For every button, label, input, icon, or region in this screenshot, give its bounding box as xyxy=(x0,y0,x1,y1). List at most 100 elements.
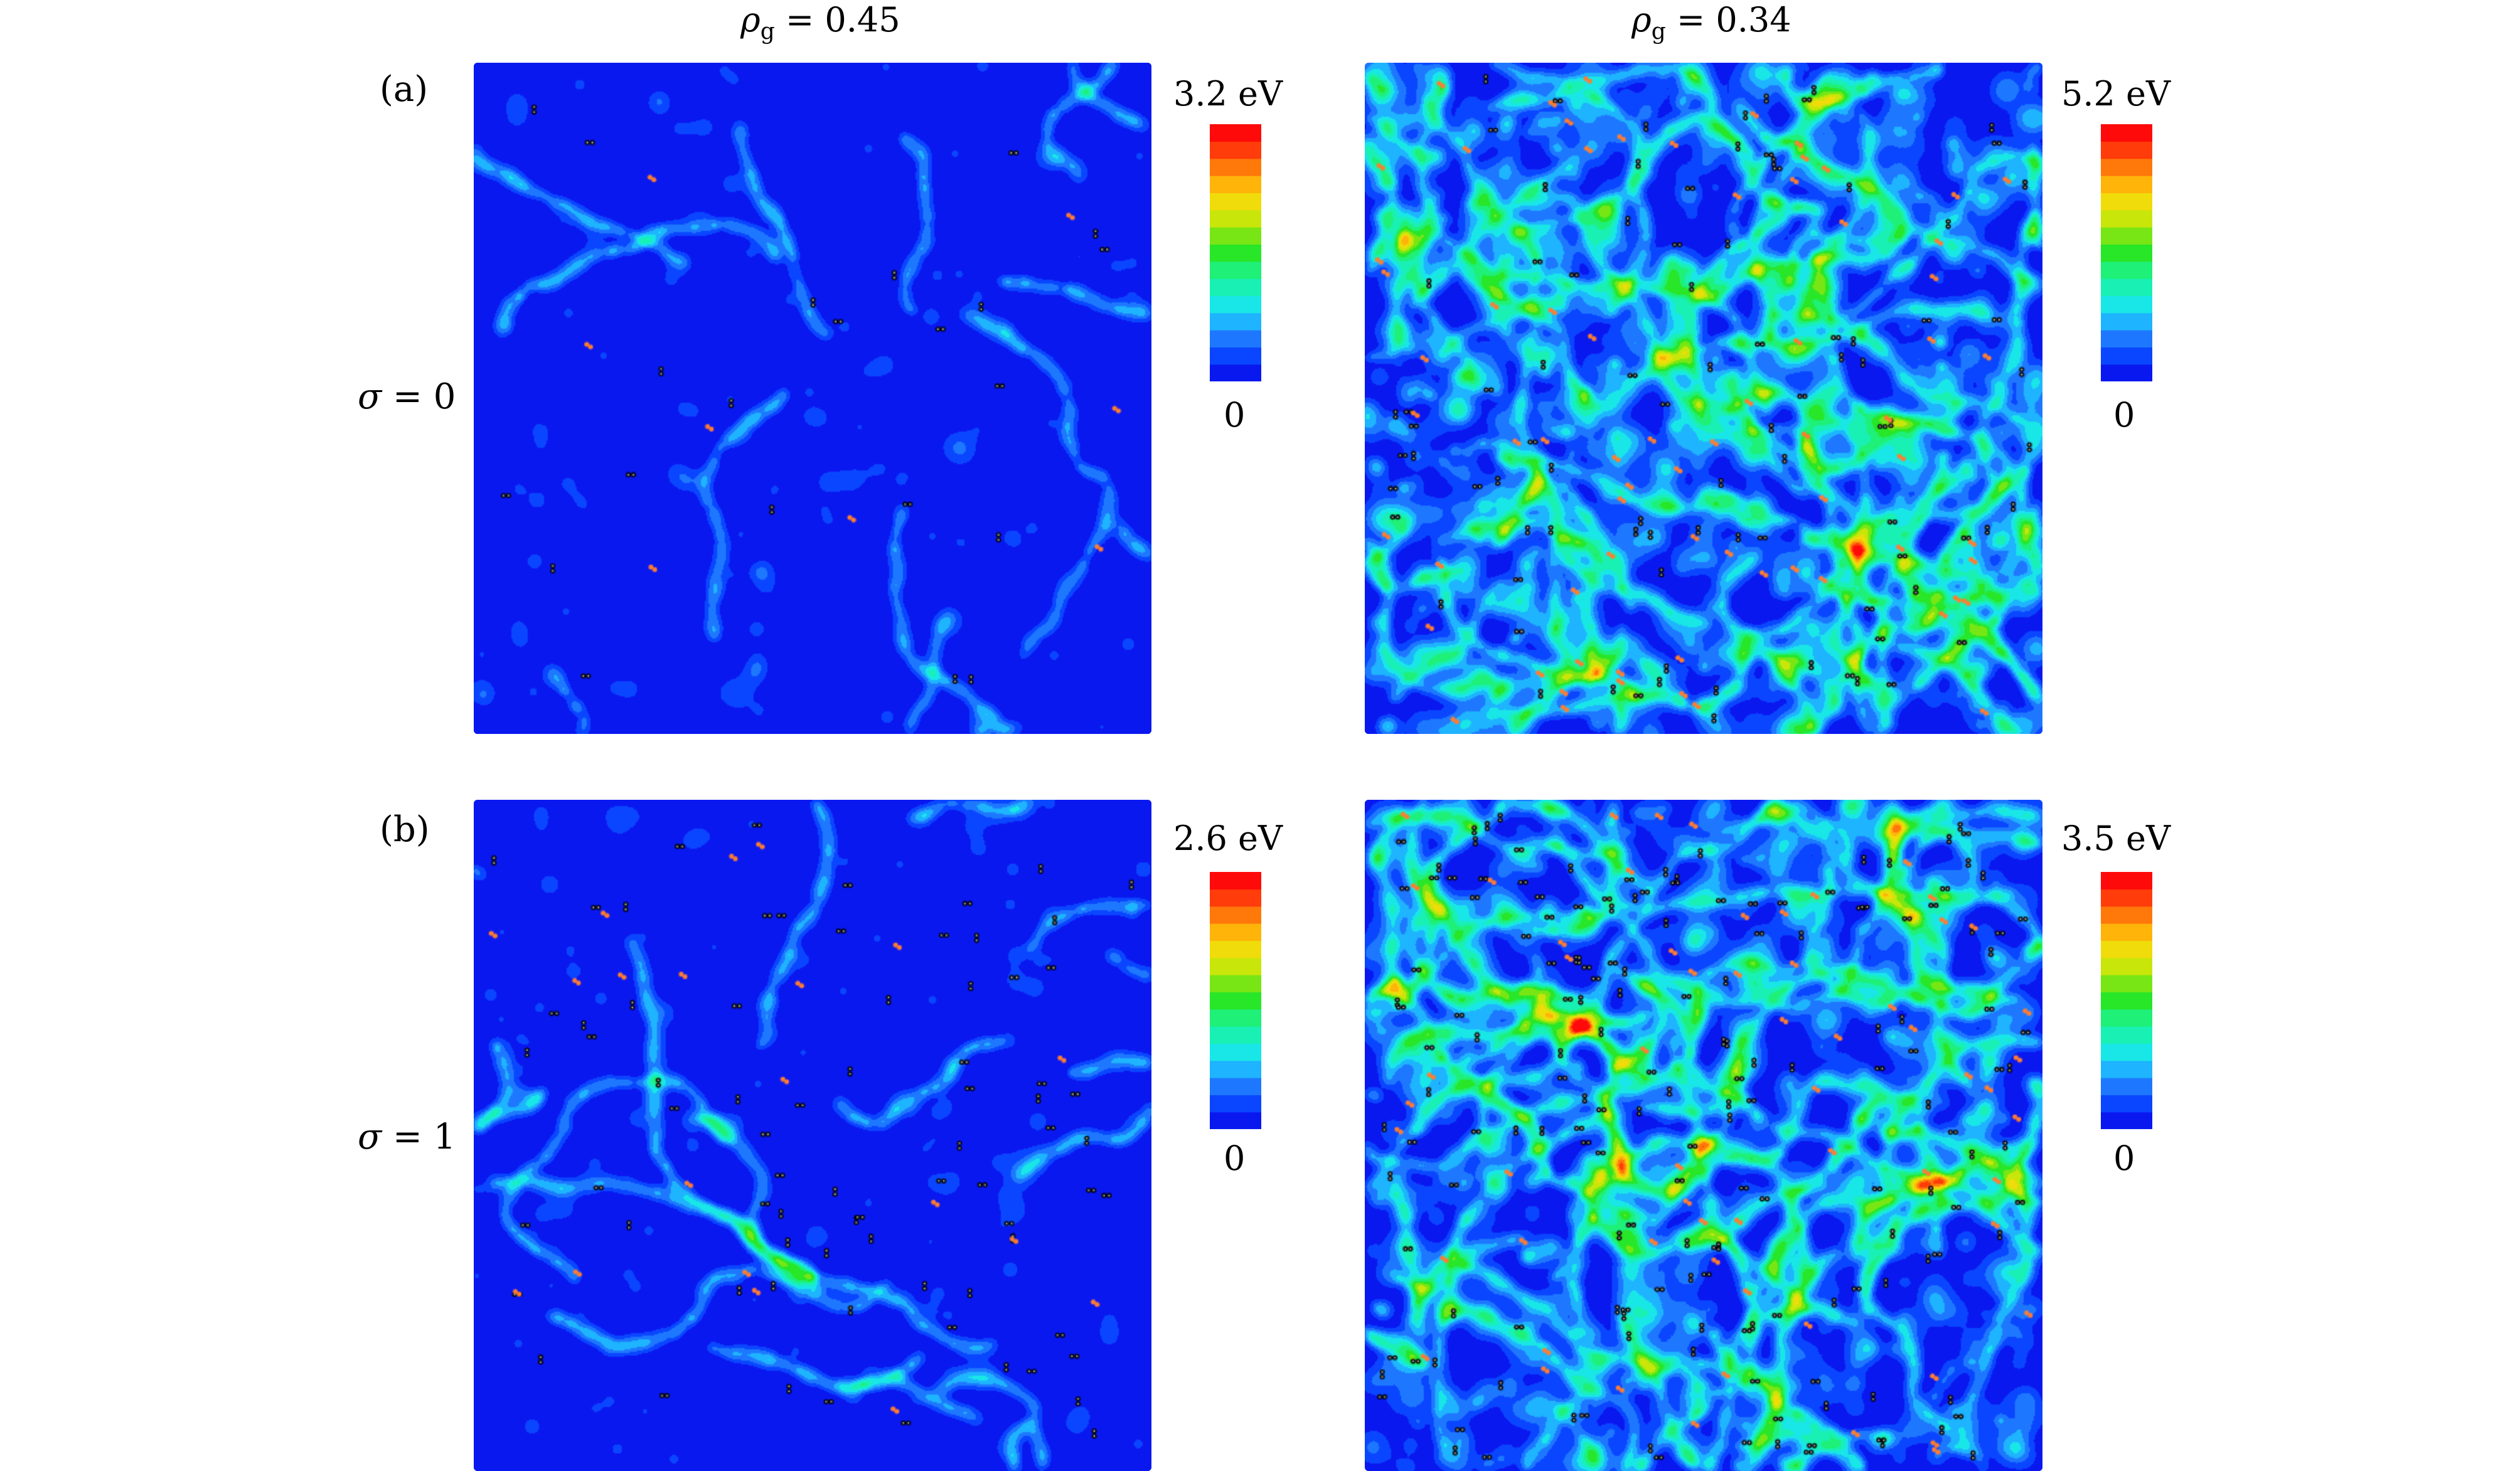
sigma-value: 1 xyxy=(433,1117,456,1157)
colorbar-min-label: 0 xyxy=(2113,1139,2135,1178)
colorbar-max-label: 2.6 eV xyxy=(1173,819,1283,858)
colorbar-step xyxy=(1210,347,1261,365)
colorbar-step xyxy=(1210,923,1261,941)
colorbar-step xyxy=(1210,124,1261,142)
colorbar-step xyxy=(1210,906,1261,924)
colorbar-step xyxy=(1210,364,1261,381)
colorbar-step xyxy=(1210,176,1261,193)
colorbar-step xyxy=(1210,1009,1261,1027)
colorbar-step xyxy=(2101,992,2152,1010)
column-title-left: ρg = 0.45 xyxy=(740,0,900,45)
colorbar-step xyxy=(1210,227,1261,245)
rho-symbol: ρ xyxy=(1631,0,1652,40)
colorbar-step xyxy=(2101,261,2152,279)
colorbar-step xyxy=(2101,295,2152,314)
colorbar-step xyxy=(2101,1043,2152,1061)
colorbar-step xyxy=(1210,957,1261,975)
colorbar-step xyxy=(1210,1112,1261,1129)
colorbar-step xyxy=(2101,1095,2152,1113)
colorbar-step xyxy=(1210,210,1261,228)
energy-map-canvas xyxy=(474,63,1151,734)
colorbar-step xyxy=(2101,244,2152,262)
colorbar-step xyxy=(2101,1060,2152,1078)
energy-map-panel-b-left xyxy=(474,800,1151,1471)
colorbar-step xyxy=(2101,889,2152,907)
colorbar-max-label: 5.2 eV xyxy=(2061,74,2170,114)
panel-label-b: (b) xyxy=(380,809,430,850)
colorbar-step xyxy=(1210,1026,1261,1044)
equals-sign: = xyxy=(382,376,434,417)
colorbar-step xyxy=(1210,158,1261,176)
colorbar-step xyxy=(2101,872,2152,890)
colorbar-step xyxy=(1210,889,1261,907)
colorbar-step xyxy=(2101,364,2152,381)
colorbar-step xyxy=(1210,141,1261,159)
equals-sign: = xyxy=(1665,0,1716,40)
colorbar-step xyxy=(2101,227,2152,245)
colorbar-b-left xyxy=(1210,872,1261,1129)
colorbar-step xyxy=(2101,1112,2152,1129)
rho-symbol: ρ xyxy=(740,0,761,40)
colorbar-step xyxy=(2101,940,2152,959)
colorbar-step xyxy=(2101,176,2152,193)
rho-value: 0.34 xyxy=(1716,0,1791,40)
rho-subscript: g xyxy=(1651,18,1666,45)
colorbar-step xyxy=(2101,1009,2152,1027)
colorbar-b-right xyxy=(2101,872,2152,1129)
colorbar-min-label: 0 xyxy=(2113,395,2135,435)
colorbar-step xyxy=(2101,906,2152,924)
colorbar-step xyxy=(1210,244,1261,262)
sigma-value: 0 xyxy=(433,376,456,417)
colorbar-step xyxy=(2101,279,2152,296)
colorbar-a-left xyxy=(1210,124,1261,381)
energy-map-canvas xyxy=(474,800,1151,1471)
colorbar-step xyxy=(2101,957,2152,975)
colorbar-a-right xyxy=(2101,124,2152,381)
colorbar-step xyxy=(1210,992,1261,1010)
energy-map-panel-b-right xyxy=(1365,800,2042,1471)
colorbar-step xyxy=(2101,312,2152,331)
colorbar-step xyxy=(2101,1026,2152,1044)
energy-map-canvas xyxy=(1365,63,2042,734)
rho-subscript: g xyxy=(760,18,775,45)
sigma-symbol: σ xyxy=(358,1117,382,1157)
colorbar-step xyxy=(1210,261,1261,279)
colorbar-step xyxy=(2101,193,2152,211)
colorbar-step xyxy=(2101,330,2152,348)
colorbar-step xyxy=(1210,330,1261,348)
colorbar-step xyxy=(2101,210,2152,228)
colorbar-step xyxy=(1210,975,1261,992)
row-label-top: σ = 0 xyxy=(358,376,456,417)
colorbar-step xyxy=(1210,295,1261,314)
colorbar-step xyxy=(2101,347,2152,365)
colorbar-step xyxy=(1210,279,1261,296)
colorbar-step xyxy=(1210,1060,1261,1078)
colorbar-step xyxy=(2101,1078,2152,1095)
colorbar-step xyxy=(2101,158,2152,176)
colorbar-step xyxy=(1210,1043,1261,1061)
colorbar-min-label: 0 xyxy=(1224,395,1246,435)
colorbar-step xyxy=(1210,312,1261,331)
panel-label-a: (a) xyxy=(380,69,429,110)
colorbar-min-label: 0 xyxy=(1224,1139,1246,1178)
colorbar-step xyxy=(2101,975,2152,992)
colorbar-step xyxy=(2101,923,2152,941)
sigma-symbol: σ xyxy=(358,376,382,417)
colorbar-step xyxy=(1210,193,1261,211)
colorbar-step xyxy=(1210,1078,1261,1095)
colorbar-step xyxy=(1210,1095,1261,1113)
colorbar-step xyxy=(1210,872,1261,890)
colorbar-step xyxy=(1210,940,1261,959)
rho-value: 0.45 xyxy=(825,0,900,40)
colorbar-max-label: 3.5 eV xyxy=(2061,819,2170,858)
column-title-right: ρg = 0.34 xyxy=(1631,0,1791,45)
energy-map-panel-a-right xyxy=(1365,63,2042,734)
energy-map-panel-a-left xyxy=(474,63,1151,734)
equals-sign: = xyxy=(382,1117,434,1157)
colorbar-max-label: 3.2 eV xyxy=(1173,74,1283,114)
colorbar-step xyxy=(2101,124,2152,142)
equals-sign: = xyxy=(774,0,825,40)
energy-map-canvas xyxy=(1365,800,2042,1471)
colorbar-step xyxy=(2101,141,2152,159)
row-label-bottom: σ = 1 xyxy=(358,1117,456,1157)
